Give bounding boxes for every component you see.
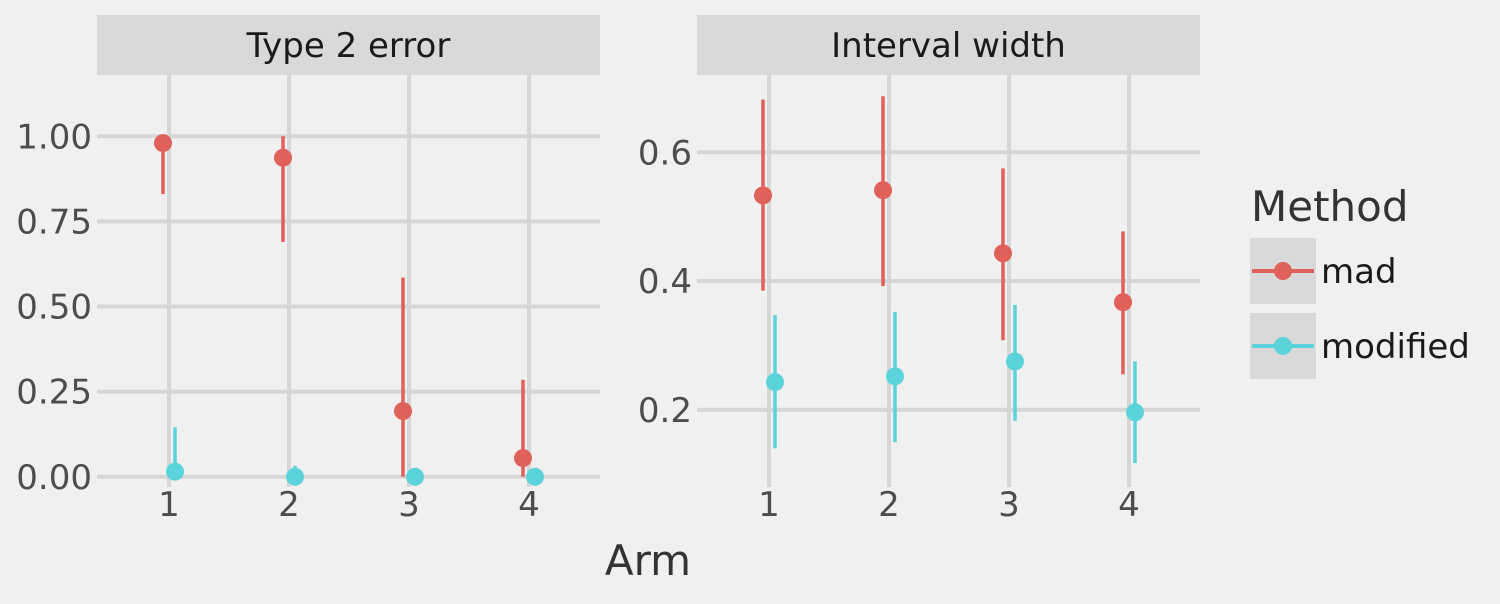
y-tick-label: 0.25 [16,373,92,413]
data-point-modified [766,373,784,392]
data-point-modified [406,467,424,486]
facet-strip-1 [97,15,600,75]
data-point-mad [1114,293,1132,312]
y-tick-label: 0.6 [638,133,692,173]
data-point-mad [514,449,532,468]
x-tick-label: 1 [758,485,780,525]
y-tick-label: 0.4 [638,262,692,302]
legend-key-point [1274,262,1292,280]
x-tick-label: 1 [158,485,180,525]
y-tick-label: 0.2 [638,391,692,431]
y-tick-label: 1.00 [16,117,92,157]
facet-title-1: Type 2 error [246,26,451,66]
x-tick-label: 2 [878,485,900,525]
legend-label-modified: modified [1321,327,1470,367]
data-point-mad [994,244,1012,263]
data-point-modified [886,367,904,386]
x-tick-label: 4 [518,485,540,525]
data-point-mad [394,402,412,421]
facet-title-2: Interval width [831,26,1066,66]
y-tick-label: 0.00 [16,458,92,498]
data-point-modified [1126,403,1144,422]
facet-strip-2 [697,15,1200,75]
y-tick-label: 0.50 [16,288,92,328]
legend-label-mad: mad [1321,252,1397,292]
legend-key-point [1274,337,1292,355]
data-point-modified [286,467,304,486]
legend-title: Method [1251,182,1409,231]
x-tick-label: 3 [398,485,420,525]
x-tick-label: 4 [1118,485,1140,525]
data-point-modified [1006,352,1024,371]
data-point-modified [166,462,184,481]
data-point-mad [754,186,772,205]
y-tick-label: 0.75 [16,202,92,242]
x-tick-label: 3 [998,485,1020,525]
data-point-mad [154,134,172,153]
x-tick-label: 2 [278,485,300,525]
data-point-modified [526,467,544,486]
x-axis-title: Arm [605,536,691,585]
data-point-mad [274,148,292,167]
data-point-mad [874,181,892,200]
